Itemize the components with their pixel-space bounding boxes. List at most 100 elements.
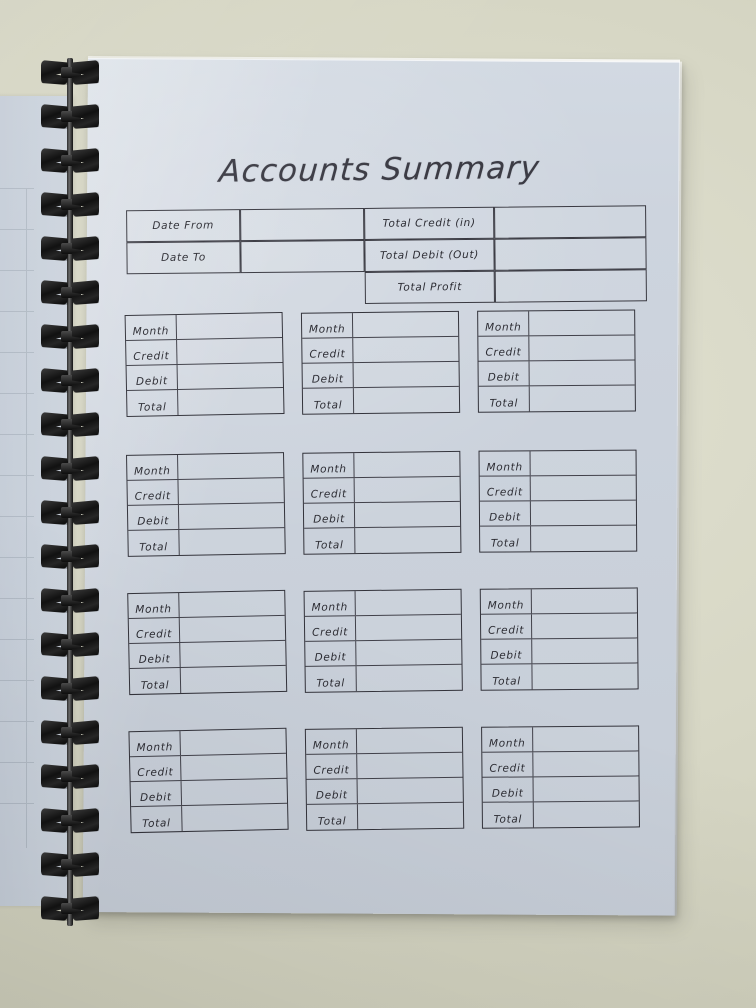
month-block-label-total-text: Total: [493, 813, 523, 826]
previous-page-rule: [0, 598, 34, 599]
month-block-value-credit[interactable]: [530, 475, 636, 501]
month-block-value-total[interactable]: [357, 802, 464, 830]
month-block-value-debit[interactable]: [529, 360, 635, 386]
month-block-label-debit: Debit: [130, 781, 183, 807]
month-block-label-month-text: Month: [488, 737, 526, 750]
month-block-value-month[interactable]: [179, 590, 285, 618]
month-block-value-total[interactable]: [182, 803, 288, 832]
month-block-label-total-text: Total: [490, 537, 520, 550]
month-block-value-total[interactable]: [532, 663, 638, 690]
summary-right-value-0[interactable]: [494, 205, 647, 239]
month-block-value-debit[interactable]: [530, 500, 637, 526]
binding-loop-right: [72, 456, 99, 481]
month-block-value-debit[interactable]: [353, 361, 459, 388]
month-block-value-credit[interactable]: [533, 751, 639, 777]
summary-right-label-0-text: Total Credit (in): [382, 216, 476, 230]
month-block-value-total[interactable]: [353, 386, 460, 414]
month-block-value-credit[interactable]: [178, 478, 284, 504]
summary-right-label-1: Total Debit (Out): [364, 238, 495, 272]
month-block-value-total[interactable]: [531, 525, 637, 552]
month-block-row-credit: Credit: [302, 336, 459, 364]
summary-left-value-0[interactable]: [240, 207, 365, 242]
month-block-row-debit: Debit: [478, 360, 635, 387]
month-block-value-month[interactable]: [533, 726, 639, 752]
month-block-value-debit[interactable]: [178, 503, 285, 529]
month-block-label-total-text: Total: [137, 401, 167, 414]
month-block-value-total[interactable]: [180, 665, 287, 694]
month-block-value-total[interactable]: [355, 526, 461, 554]
previous-page-rule: [0, 803, 34, 804]
summary-left-label-1: Date To: [126, 241, 241, 275]
month-block-row-debit: Debit: [127, 503, 285, 531]
month-block-value-credit[interactable]: [179, 615, 286, 643]
month-block-value-debit[interactable]: [357, 777, 463, 804]
month-block-row-credit: Credit: [306, 752, 463, 780]
summary-left-value-1[interactable]: [240, 239, 365, 274]
month-block-value-total[interactable]: [356, 664, 462, 692]
month-block-value-month[interactable]: [354, 451, 460, 478]
month-block-value-month[interactable]: [531, 588, 637, 614]
summary-right-value-2[interactable]: [494, 269, 647, 303]
month-blocks-grid: Month Credit Debit Total Month Credit Debit Tot…: [124, 309, 640, 862]
month-block-row-month: Month: [128, 590, 285, 620]
month-block-label-credit: Credit: [128, 618, 181, 644]
previous-page-rule: [0, 721, 34, 722]
month-block-label-total-text: Total: [316, 677, 346, 690]
month-block-row-total: Total: [305, 664, 462, 692]
summary-right-value-1[interactable]: [494, 237, 647, 271]
month-block-value-debit[interactable]: [356, 639, 462, 666]
month-block-value-credit[interactable]: [354, 476, 460, 503]
month-block-row-total: Total: [128, 528, 285, 556]
month-block-value-month[interactable]: [356, 727, 463, 754]
binding-spine: [67, 58, 73, 926]
month-block-value-credit[interactable]: [357, 752, 463, 779]
month-block-label-month: Month: [125, 315, 178, 341]
binding-loop-bar: [61, 375, 81, 386]
month-block-value-debit[interactable]: [354, 501, 461, 528]
month-block-label-debit: Debit: [129, 643, 181, 669]
month-block-row-debit: Debit: [126, 363, 284, 391]
month-block-value-total[interactable]: [179, 528, 285, 555]
month-block-value-debit[interactable]: [177, 363, 283, 390]
month-block-label-debit-text: Debit: [311, 373, 344, 386]
month-block-value-debit[interactable]: [533, 776, 639, 802]
month-block-value-total[interactable]: [178, 388, 284, 416]
month-block-row-debit: Debit: [479, 500, 637, 527]
month-block-label-credit-text: Credit: [134, 490, 171, 503]
month-block-label-debit-text: Debit: [137, 515, 170, 528]
month-block-label-total: Total: [305, 666, 357, 692]
binding-loop: [41, 234, 99, 264]
month-block-value-credit[interactable]: [180, 753, 287, 781]
month-block-row-total: Total: [127, 388, 284, 416]
month-block-label-debit: Debit: [302, 363, 354, 388]
month-block-value-credit[interactable]: [177, 338, 283, 365]
month-block-value-debit[interactable]: [532, 638, 638, 664]
month-block-value-month[interactable]: [355, 589, 461, 616]
month-block: Month Credit Debit Total: [303, 588, 463, 693]
binding-loop: [41, 894, 99, 924]
month-block-value-month[interactable]: [176, 313, 283, 340]
month-block-value-credit[interactable]: [355, 614, 462, 641]
month-block-value-month[interactable]: [352, 311, 459, 338]
month-block-value-total[interactable]: [529, 385, 635, 412]
binding-loop-right: [72, 852, 99, 877]
month-block: Month Credit Debit Total: [124, 311, 285, 418]
month-block-value-debit[interactable]: [181, 778, 288, 806]
month-block-label-credit-text: Credit: [485, 346, 522, 359]
month-block-value-credit[interactable]: [531, 613, 638, 639]
month-block-row-credit: Credit: [304, 614, 462, 642]
month-block-value-month[interactable]: [180, 728, 286, 756]
previous-page-rule: [0, 270, 34, 271]
previous-page-rule: [0, 311, 34, 312]
month-block-row-month: Month: [478, 310, 635, 337]
month-block-value-credit[interactable]: [353, 336, 459, 363]
previous-page-rule: [0, 639, 34, 640]
month-block-value-month[interactable]: [529, 310, 635, 336]
month-block-value-credit[interactable]: [529, 335, 635, 361]
month-block-value-month[interactable]: [178, 453, 284, 479]
month-block-value-month[interactable]: [530, 450, 636, 476]
month-block-value-total[interactable]: [533, 801, 639, 828]
summary-left-label-0: Date From: [126, 209, 241, 243]
month-block-label-month: Month: [301, 313, 354, 338]
month-block-value-debit[interactable]: [180, 640, 286, 668]
